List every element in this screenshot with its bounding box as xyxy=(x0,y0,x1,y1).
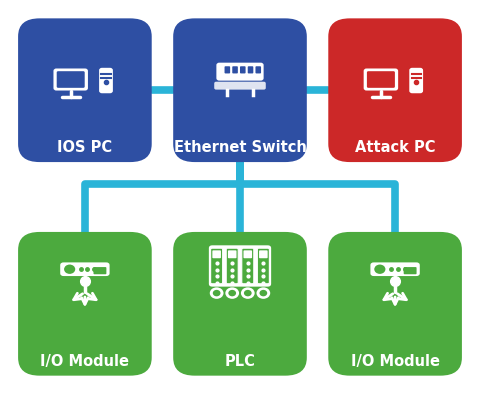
FancyBboxPatch shape xyxy=(404,267,417,275)
FancyBboxPatch shape xyxy=(18,19,152,163)
FancyBboxPatch shape xyxy=(248,67,253,74)
FancyBboxPatch shape xyxy=(212,251,221,259)
FancyBboxPatch shape xyxy=(211,249,223,284)
Circle shape xyxy=(64,265,75,274)
FancyBboxPatch shape xyxy=(409,69,423,94)
Circle shape xyxy=(228,290,236,297)
Circle shape xyxy=(244,290,252,297)
FancyBboxPatch shape xyxy=(173,19,307,163)
Circle shape xyxy=(225,288,239,299)
Text: Attack PC: Attack PC xyxy=(355,140,435,155)
Text: Ethernet Switch: Ethernet Switch xyxy=(174,140,306,155)
FancyBboxPatch shape xyxy=(60,263,109,276)
FancyBboxPatch shape xyxy=(18,232,152,376)
FancyBboxPatch shape xyxy=(328,232,462,376)
FancyBboxPatch shape xyxy=(57,72,84,89)
FancyBboxPatch shape xyxy=(232,67,238,74)
Circle shape xyxy=(256,288,270,299)
FancyBboxPatch shape xyxy=(255,67,261,74)
FancyBboxPatch shape xyxy=(209,246,271,287)
Text: I/O Module: I/O Module xyxy=(350,353,440,368)
FancyBboxPatch shape xyxy=(226,249,238,284)
Circle shape xyxy=(213,290,220,297)
FancyBboxPatch shape xyxy=(364,69,398,91)
Text: I/O Module: I/O Module xyxy=(40,353,130,368)
Circle shape xyxy=(374,265,385,274)
Text: PLC: PLC xyxy=(225,353,255,368)
FancyBboxPatch shape xyxy=(214,83,266,90)
Circle shape xyxy=(241,288,255,299)
FancyBboxPatch shape xyxy=(257,249,269,284)
FancyBboxPatch shape xyxy=(242,249,254,284)
FancyBboxPatch shape xyxy=(240,67,246,74)
FancyBboxPatch shape xyxy=(53,69,88,91)
Circle shape xyxy=(260,290,267,297)
Circle shape xyxy=(210,288,224,299)
FancyBboxPatch shape xyxy=(367,72,395,89)
FancyBboxPatch shape xyxy=(173,232,307,376)
FancyBboxPatch shape xyxy=(371,263,420,276)
FancyBboxPatch shape xyxy=(99,69,113,94)
FancyBboxPatch shape xyxy=(259,251,268,259)
FancyBboxPatch shape xyxy=(243,251,252,259)
FancyBboxPatch shape xyxy=(216,63,264,81)
FancyBboxPatch shape xyxy=(225,67,230,74)
Text: IOS PC: IOS PC xyxy=(57,140,112,155)
FancyBboxPatch shape xyxy=(228,251,237,259)
FancyBboxPatch shape xyxy=(328,19,462,163)
FancyBboxPatch shape xyxy=(94,267,107,275)
